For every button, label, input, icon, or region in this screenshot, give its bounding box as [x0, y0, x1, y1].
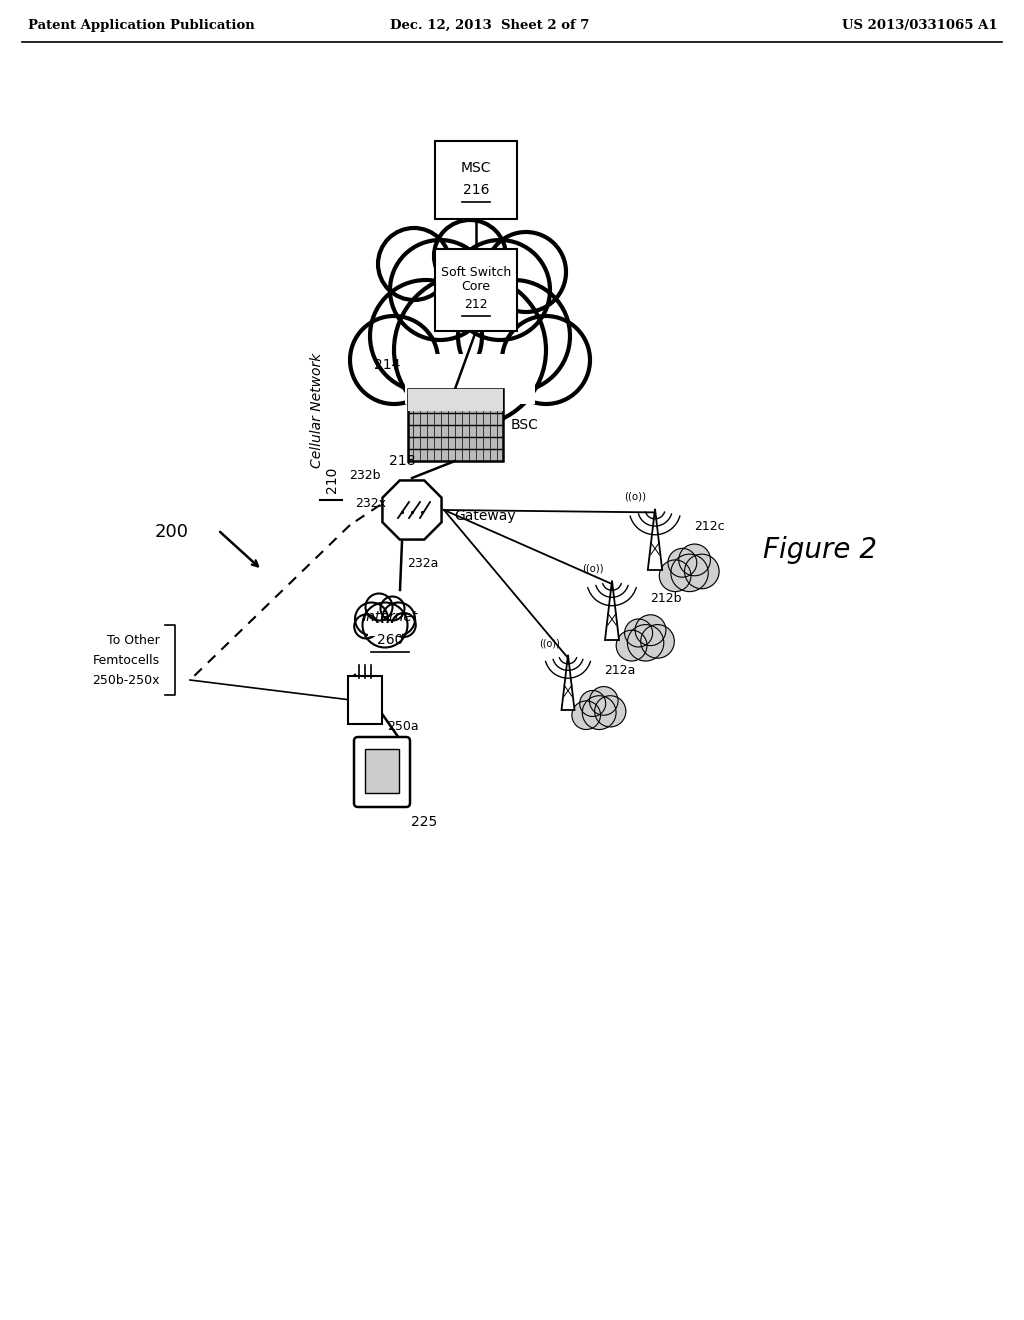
- Circle shape: [390, 240, 490, 341]
- Text: 210: 210: [325, 467, 339, 494]
- Text: 212: 212: [464, 297, 487, 310]
- Text: 232x: 232x: [355, 498, 386, 510]
- Text: 260: 260: [377, 634, 403, 647]
- FancyBboxPatch shape: [354, 737, 410, 807]
- Circle shape: [590, 686, 618, 715]
- Circle shape: [635, 615, 666, 645]
- Circle shape: [616, 630, 647, 661]
- Circle shape: [362, 602, 408, 648]
- Text: 214: 214: [374, 358, 400, 372]
- Circle shape: [671, 554, 709, 591]
- Circle shape: [382, 602, 415, 635]
- Circle shape: [458, 280, 570, 392]
- Text: Dec. 12, 2013  Sheet 2 of 7: Dec. 12, 2013 Sheet 2 of 7: [390, 18, 590, 32]
- FancyBboxPatch shape: [406, 354, 535, 404]
- Text: 212a: 212a: [604, 664, 636, 677]
- Circle shape: [381, 597, 404, 620]
- Circle shape: [583, 696, 616, 730]
- Circle shape: [370, 280, 482, 392]
- Text: Internet: Internet: [362, 610, 418, 624]
- Text: 232b: 232b: [349, 469, 381, 482]
- Text: ((o)): ((o)): [540, 639, 560, 648]
- Circle shape: [355, 602, 388, 635]
- FancyBboxPatch shape: [408, 389, 503, 411]
- Circle shape: [628, 624, 664, 661]
- Text: Core: Core: [462, 281, 490, 293]
- Circle shape: [580, 690, 606, 717]
- Text: ((o)): ((o)): [624, 491, 646, 502]
- FancyBboxPatch shape: [435, 249, 517, 331]
- Circle shape: [366, 594, 392, 620]
- Circle shape: [595, 696, 626, 727]
- Circle shape: [394, 275, 546, 426]
- Text: 216: 216: [463, 183, 489, 197]
- Text: 250b-250x: 250b-250x: [92, 673, 160, 686]
- Text: 200: 200: [155, 523, 189, 541]
- Polygon shape: [382, 480, 441, 540]
- Text: 212b: 212b: [650, 591, 682, 605]
- FancyBboxPatch shape: [348, 676, 382, 723]
- Circle shape: [684, 554, 719, 589]
- Polygon shape: [605, 581, 618, 640]
- Text: To Other: To Other: [108, 634, 160, 647]
- Circle shape: [502, 315, 590, 404]
- FancyBboxPatch shape: [368, 623, 401, 636]
- Text: Gateway: Gateway: [454, 510, 516, 523]
- Circle shape: [378, 228, 450, 300]
- Text: 212c: 212c: [694, 520, 725, 533]
- Text: US 2013/0331065 A1: US 2013/0331065 A1: [843, 18, 998, 32]
- Circle shape: [434, 220, 506, 292]
- Circle shape: [659, 560, 691, 591]
- Circle shape: [641, 624, 674, 659]
- Circle shape: [625, 619, 652, 647]
- Circle shape: [350, 315, 438, 404]
- Text: Soft Switch: Soft Switch: [441, 265, 511, 279]
- Circle shape: [679, 544, 711, 576]
- Text: 232a: 232a: [407, 557, 438, 570]
- Circle shape: [392, 612, 416, 638]
- Text: Femtocells: Femtocells: [93, 653, 160, 667]
- Circle shape: [354, 615, 378, 639]
- Text: 250a: 250a: [387, 719, 419, 733]
- Text: MSC: MSC: [461, 161, 492, 176]
- Circle shape: [450, 240, 550, 341]
- Text: 225: 225: [411, 814, 437, 829]
- Text: Figure 2: Figure 2: [763, 536, 877, 564]
- Circle shape: [486, 232, 566, 312]
- Text: Patent Application Publication: Patent Application Publication: [28, 18, 255, 32]
- FancyBboxPatch shape: [435, 141, 517, 219]
- Polygon shape: [648, 508, 663, 570]
- Text: ((o)): ((o)): [582, 564, 603, 573]
- Circle shape: [571, 701, 600, 730]
- Polygon shape: [561, 655, 574, 710]
- FancyBboxPatch shape: [408, 389, 503, 461]
- Text: 218: 218: [389, 454, 416, 469]
- Circle shape: [668, 548, 696, 577]
- FancyBboxPatch shape: [365, 748, 399, 793]
- Text: Cellular Network: Cellular Network: [310, 352, 324, 467]
- Text: BSC: BSC: [511, 418, 539, 432]
